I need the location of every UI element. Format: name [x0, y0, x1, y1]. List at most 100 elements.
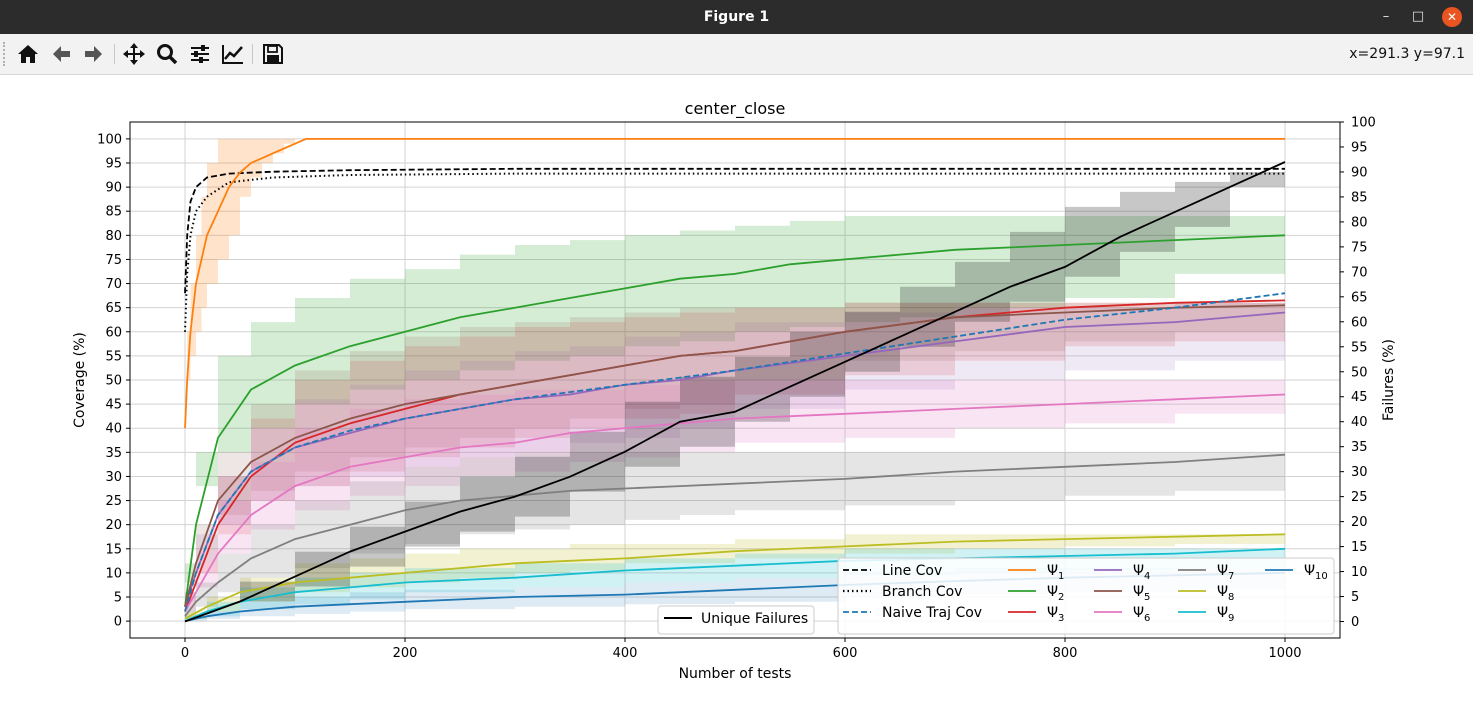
- band-psi6: [185, 380, 1285, 622]
- y-right-tick-label: 5: [1351, 590, 1359, 605]
- minimize-icon: –: [1382, 9, 1390, 24]
- x-tick-label: 600: [833, 646, 858, 661]
- y-tick-label: 65: [105, 301, 122, 316]
- line-psi9: [184, 547, 1286, 622]
- legend-frame: [837, 557, 1335, 635]
- y-tick-label: 25: [105, 494, 122, 509]
- y-right-tick-label: 90: [1351, 165, 1368, 180]
- band-psi8: [185, 529, 1285, 622]
- pan-button[interactable]: [119, 38, 149, 70]
- y-right-tick-label: 50: [1351, 365, 1368, 380]
- y-tick-label: 95: [105, 156, 122, 171]
- legend-label-branch-cov: Branch Cov: [882, 584, 962, 600]
- band-psi3: [185, 298, 1285, 622]
- save-button[interactable]: [258, 38, 288, 70]
- y-right-tick-label: 55: [1351, 340, 1368, 355]
- y-right-tick-label: 95: [1351, 140, 1368, 155]
- y-tick-label: 10: [105, 566, 122, 581]
- y-tick-label: 40: [105, 422, 122, 437]
- y-tick-label: 70: [105, 277, 122, 292]
- home-button[interactable]: [13, 38, 43, 70]
- pan-icon: [123, 43, 145, 65]
- line-psi7: [184, 453, 1286, 617]
- series-lines: [184, 138, 1286, 623]
- close-button[interactable]: ✕: [1442, 7, 1462, 27]
- close-icon: ✕: [1446, 10, 1458, 24]
- window-titlebar: Figure 1 – □ ✕: [0, 0, 1473, 34]
- y-right-tick-label: 0: [1351, 615, 1359, 630]
- legend-label-unique-failures: Unique Failures: [701, 611, 808, 627]
- toolbar-separator: [252, 44, 253, 64]
- x-tick-label: 800: [1053, 646, 1078, 661]
- x-axis-label: Number of tests: [679, 666, 792, 682]
- y-right-tick-label: 10: [1351, 565, 1368, 580]
- forward-button[interactable]: [79, 38, 109, 70]
- y-right-tick-label: 20: [1351, 515, 1368, 530]
- y-axis-right-label: Failures (%): [1381, 339, 1397, 421]
- y-tick-label: 55: [105, 349, 122, 364]
- y-tick-label: 60: [105, 325, 122, 340]
- zoom-icon: [157, 44, 178, 65]
- legend-label-line-cov: Line Cov: [882, 563, 942, 579]
- y-tick-label: 45: [105, 398, 122, 413]
- line-psi1: [184, 138, 1285, 429]
- legend-label-naive-traj-cov: Naive Traj Cov: [882, 605, 982, 621]
- y-tick-label: 20: [105, 518, 122, 533]
- band-psi5: [185, 302, 1285, 622]
- y-right-tick-label: 35: [1351, 440, 1368, 455]
- back-arrow-icon: [53, 46, 70, 62]
- band-unique-failures: [185, 162, 1285, 622]
- y-right-tick-label: 15: [1351, 540, 1368, 555]
- y-tick-label: 0: [114, 615, 122, 630]
- window-title: Figure 1: [703, 9, 770, 25]
- y-tick-label: 90: [105, 181, 122, 196]
- y-right-tick-label: 100: [1351, 116, 1376, 131]
- subplots-config-icon: [191, 45, 209, 63]
- maximize-icon: □: [1411, 9, 1425, 24]
- y-tick-label: 5: [114, 591, 122, 606]
- line-psi8: [184, 533, 1286, 620]
- minimize-button[interactable]: –: [1376, 7, 1396, 27]
- y-right-tick-label: 75: [1351, 240, 1368, 255]
- toolbar: x=291.3 y=97.1: [0, 34, 1473, 75]
- y-right-tick-label: 60: [1351, 315, 1368, 330]
- axes-edit-button[interactable]: [218, 38, 248, 70]
- line-line-cov: [184, 167, 1285, 294]
- y-right-tick-label: 40: [1351, 415, 1368, 430]
- maximize-button[interactable]: □: [1408, 7, 1428, 27]
- y-tick-label: 75: [105, 253, 122, 268]
- save-icon: [263, 44, 283, 64]
- legend-failures: Unique Failures: [657, 605, 815, 635]
- back-button[interactable]: [46, 38, 76, 70]
- cursor-coordinates: x=291.3 y=97.1: [1349, 46, 1465, 62]
- subplots-config-button[interactable]: [185, 38, 215, 70]
- band-psi7: [185, 452, 1285, 622]
- x-tick-label: 1000: [1268, 646, 1301, 661]
- y-right-tick-label: 70: [1351, 265, 1368, 280]
- forward-arrow-icon: [85, 46, 102, 62]
- home-icon: [18, 45, 38, 63]
- y-tick-label: 15: [105, 542, 122, 557]
- y-tick-label: 50: [105, 374, 122, 389]
- zoom-button[interactable]: [152, 38, 182, 70]
- y-axis-label: Coverage (%): [72, 332, 88, 428]
- y-right-tick-label: 65: [1351, 290, 1368, 305]
- y-right-tick-label: 30: [1351, 465, 1368, 480]
- x-tick-label: 400: [613, 646, 638, 661]
- y-right-tick-label: 80: [1351, 215, 1368, 230]
- y-tick-label: 85: [105, 205, 122, 220]
- y-tick-label: 100: [97, 132, 122, 147]
- line-naive-traj-cov: [184, 292, 1286, 612]
- y-right-tick-label: 85: [1351, 190, 1368, 205]
- y-tick-label: 30: [105, 470, 122, 485]
- y-tick-label: 35: [105, 446, 122, 461]
- chart-title: center_close: [685, 99, 786, 119]
- axes-edit-icon: [222, 45, 243, 64]
- y-right-tick-label: 25: [1351, 490, 1368, 505]
- x-tick-label: 200: [393, 646, 418, 661]
- toolbar-grip: [3, 42, 8, 66]
- line-unique-failures: [184, 161, 1286, 623]
- chart-canvas[interactable]: 0 200 400 600 800 1000 0 5 10 15 20 25 30 35 40 45 50 55 6…: [0, 75, 1473, 713]
- y-right-tick-label: 45: [1351, 390, 1368, 405]
